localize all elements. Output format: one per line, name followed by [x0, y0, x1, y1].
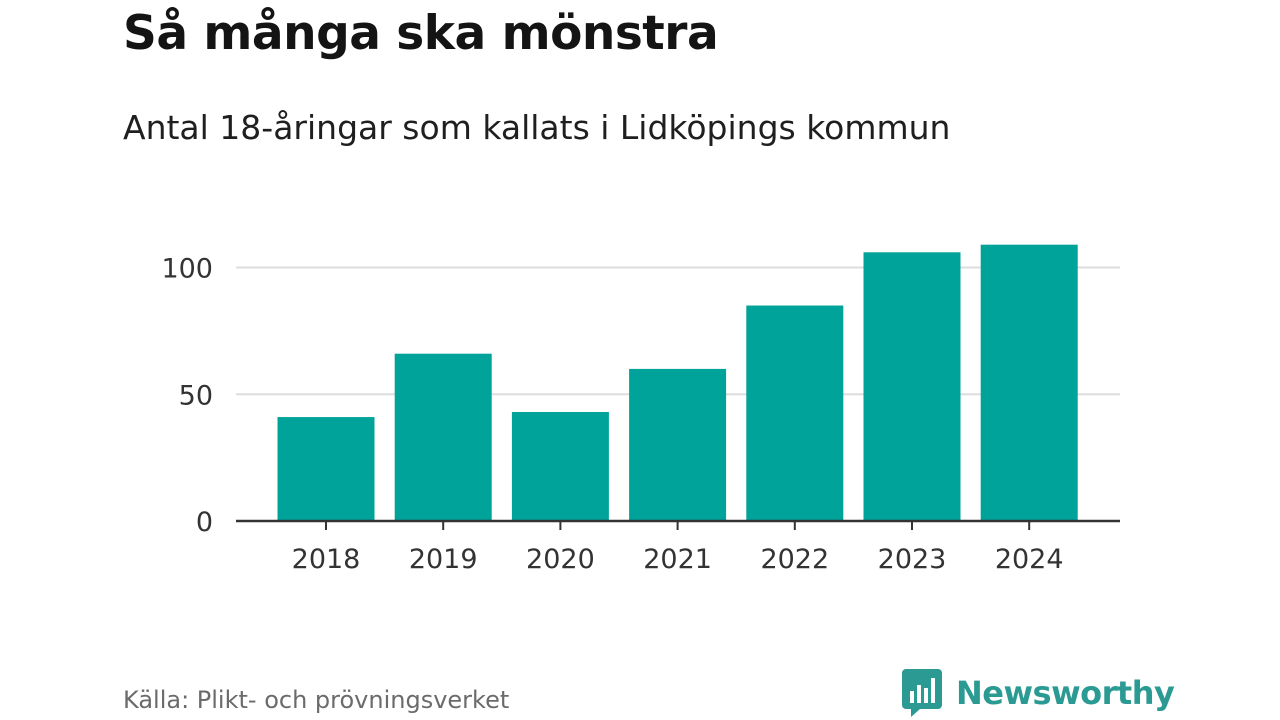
y-tick-label-100: 100	[161, 254, 213, 285]
x-tick-label-2018: 2018	[292, 544, 361, 575]
x-tick-label-2021: 2021	[643, 544, 712, 575]
y-tick-label-0: 0	[196, 507, 213, 538]
bar-chart-speech-bubble-icon	[902, 669, 942, 717]
y-axis-tick-labels: 0 50 100	[161, 254, 213, 539]
x-tick-label-2022: 2022	[760, 544, 829, 575]
bars	[277, 244, 1078, 522]
bar-2019	[394, 353, 492, 521]
x-axis	[236, 519, 1120, 530]
bar-2021	[629, 368, 727, 521]
source-note: Källa: Plikt- och prövningsverket	[123, 686, 510, 714]
x-tick-label-2019: 2019	[409, 544, 478, 575]
bar-2023	[863, 252, 961, 522]
x-axis-tick-labels: 2018 2019 2020 2021 2022 2023 2024	[292, 544, 1064, 575]
x-tick-label-2020: 2020	[526, 544, 595, 575]
x-tick-label-2024: 2024	[995, 544, 1064, 575]
brand-name: Newsworthy	[956, 674, 1175, 712]
y-tick-label-50: 50	[179, 380, 213, 411]
brand-logo: Newsworthy	[902, 669, 1175, 717]
x-tick-label-2023: 2023	[878, 544, 947, 575]
chart-title: Så många ska mönstra	[123, 6, 719, 61]
bar-2024	[980, 244, 1078, 521]
bar-2020	[511, 411, 609, 521]
bar-2018	[277, 417, 375, 521]
bar-2022	[746, 305, 844, 521]
chart-subtitle: Antal 18-åringar som kallats i Lidköping…	[123, 108, 951, 147]
